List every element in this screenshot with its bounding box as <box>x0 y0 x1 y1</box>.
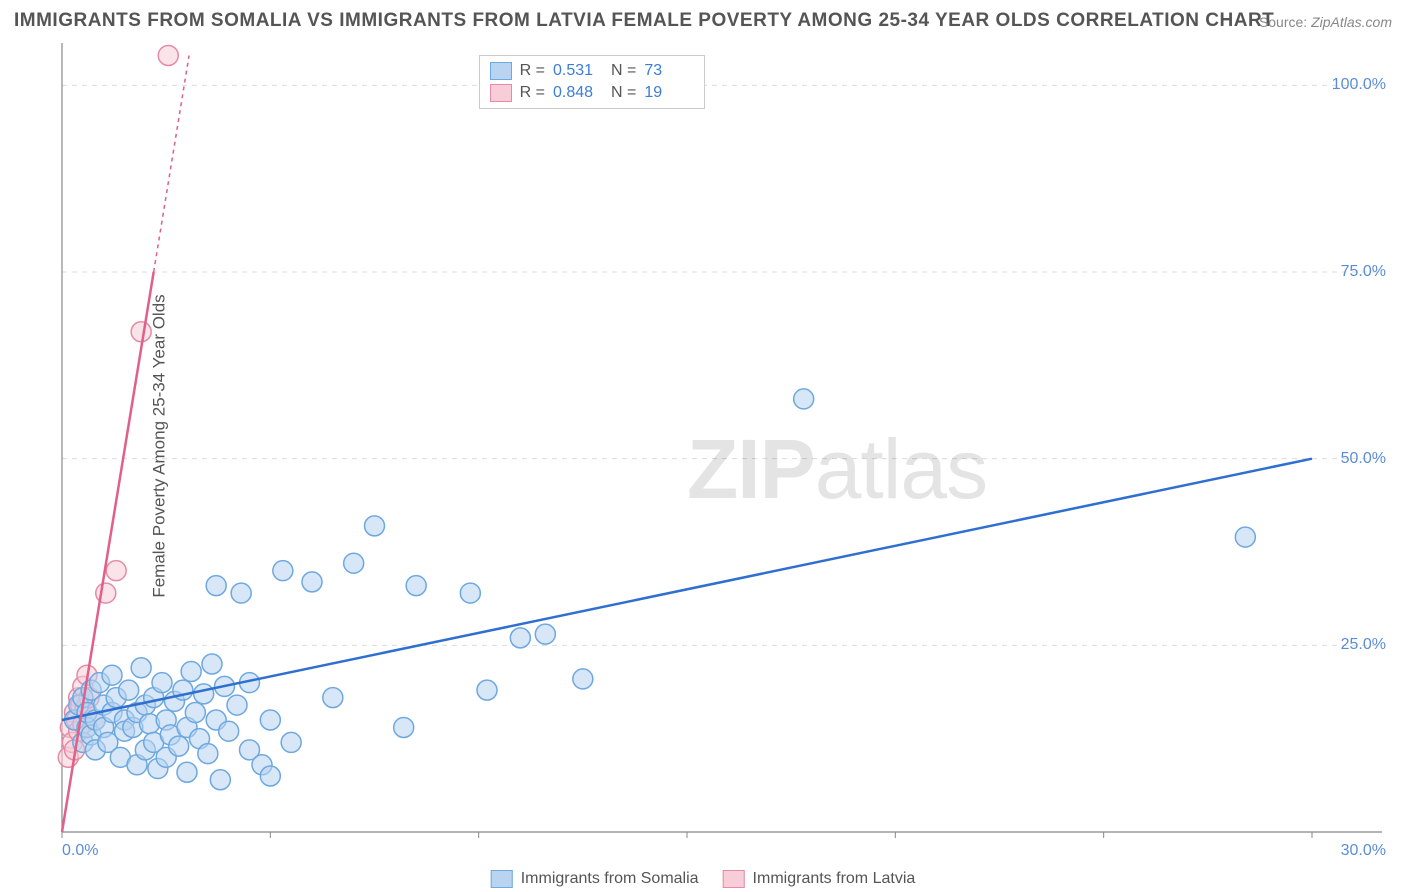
x-tick-label: 30.0% <box>1341 842 1386 860</box>
legend-swatch <box>723 870 745 888</box>
legend-swatch <box>490 84 512 102</box>
legend-swatch <box>491 870 513 888</box>
source-attribution: Source: ZipAtlas.com <box>1259 14 1392 30</box>
y-tick-label: 50.0% <box>1341 450 1386 468</box>
legend-r-label: R = <box>520 84 545 102</box>
y-tick-label: 25.0% <box>1341 636 1386 654</box>
legend-series-item: Immigrants from Somalia <box>491 870 699 888</box>
y-tick-label: 100.0% <box>1332 76 1386 94</box>
legend-n-label: N = <box>611 84 636 102</box>
legend-row: R = 0.531 N = 73 <box>490 60 695 82</box>
legend-series-label: Immigrants from Latvia <box>753 870 916 888</box>
legend-series: Immigrants from Somalia Immigrants from L… <box>491 870 916 888</box>
legend-series-label: Immigrants from Somalia <box>521 870 699 888</box>
legend-n-value: 19 <box>644 84 694 102</box>
legend-series-item: Immigrants from Latvia <box>723 870 916 888</box>
legend-row: R = 0.848 N = 19 <box>490 82 695 104</box>
legend-r-value: 0.531 <box>553 62 603 80</box>
chart-plot-area: ZIPatlas R =0.531N =73R =0.848N =19 25.0… <box>50 40 1392 862</box>
legend-swatch <box>490 62 512 80</box>
chart-svg <box>50 40 1392 862</box>
y-tick-label: 75.0% <box>1341 263 1386 281</box>
legend-r-label: R = <box>520 62 545 80</box>
legend-correlation: R = 0.531 N = 73 R = 0.848 N = 19 <box>479 55 706 109</box>
source-label: Source: <box>1259 14 1307 30</box>
legend-r-value: 0.848 <box>553 84 603 102</box>
source-value: ZipAtlas.com <box>1311 14 1392 30</box>
legend-n-label: N = <box>611 62 636 80</box>
legend-n-value: 73 <box>644 62 694 80</box>
chart-title: IMMIGRANTS FROM SOMALIA VS IMMIGRANTS FR… <box>14 10 1274 32</box>
x-tick-label: 0.0% <box>62 842 98 860</box>
